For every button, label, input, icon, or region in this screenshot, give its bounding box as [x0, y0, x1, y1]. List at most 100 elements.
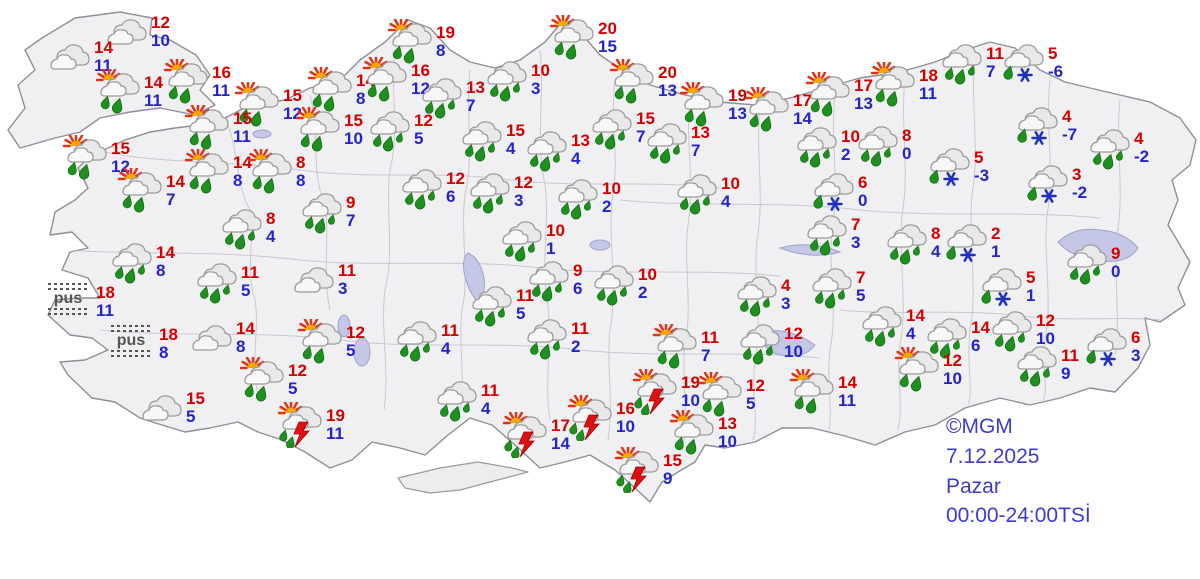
cloud-rain-icon	[862, 306, 902, 347]
low-temp: 4	[441, 339, 451, 358]
weather-station: 20 15	[547, 15, 617, 61]
weather-station: 14 11	[43, 34, 113, 80]
high-temp: 14	[971, 317, 990, 337]
cloud-rain-icon	[197, 263, 237, 304]
low-temp: 8	[233, 171, 243, 190]
low-temp: 13	[728, 104, 747, 123]
cloud-rain-icon	[472, 286, 512, 327]
high-temp: 18	[159, 324, 178, 344]
high-temp: 11	[571, 318, 589, 338]
station-temps: 16 12	[411, 61, 430, 99]
low-temp: 9	[1061, 364, 1071, 383]
cloud-rain-icon	[797, 127, 837, 168]
high-temp: 12	[746, 375, 765, 395]
low-temp: 3	[1131, 346, 1141, 365]
high-temp: 7	[851, 214, 861, 234]
weather-station: 15 11	[182, 105, 252, 151]
station-temps: 4 -2	[1134, 129, 1149, 167]
weather-station: 11 7	[650, 324, 719, 370]
low-temp: 5	[856, 286, 866, 305]
weather-station: 12 6	[395, 165, 465, 211]
rain-snow-icon	[1003, 44, 1044, 82]
weather-station: 15 10	[293, 107, 363, 153]
sun-thunder-icon	[614, 447, 659, 493]
low-temp: 4	[266, 227, 276, 246]
cloud-rain-icon	[222, 209, 262, 250]
high-temp: 13	[718, 413, 737, 433]
cloud-rain-icon	[942, 44, 982, 85]
weather-station: 11 9	[1010, 342, 1079, 388]
low-temp: 13	[658, 81, 677, 100]
high-temp: 15	[111, 138, 130, 158]
high-temp: 15	[636, 108, 655, 128]
low-temp: 8	[156, 261, 166, 280]
weather-station: 17 13	[803, 72, 873, 118]
high-temp: 12	[943, 350, 962, 370]
weather-station: 11 7	[935, 40, 1004, 86]
station-temps: 17 13	[854, 76, 873, 114]
weather-station: 13 10	[667, 410, 737, 456]
low-temp: 2	[571, 337, 581, 356]
station-temps: 12 5	[746, 375, 765, 414]
cloud-rain-icon	[397, 321, 437, 362]
sun-rain-icon	[117, 168, 162, 213]
sun-rain-icon	[62, 135, 107, 180]
weather-station: 20 13	[607, 59, 677, 105]
station-temps: 18 11	[96, 283, 115, 321]
low-temp: 11	[838, 391, 856, 410]
weather-station: 17 14	[742, 87, 812, 133]
low-temp: 0	[902, 144, 912, 163]
rain-snow-icon	[981, 268, 1022, 306]
station-temps: 10 2	[638, 265, 657, 303]
low-temp: 1	[546, 239, 556, 258]
low-temp: 7	[166, 190, 176, 209]
weather-station: 15 5	[135, 385, 205, 431]
weather-station: 15 12	[232, 82, 302, 128]
low-temp: 8	[356, 89, 366, 108]
weather-station: 19 11	[275, 402, 345, 448]
sun-rain-icon	[234, 82, 279, 127]
lake-egirdir	[337, 314, 351, 338]
weather-station: 17 14	[500, 412, 570, 458]
weather-station: 12 10	[733, 320, 803, 366]
cloud-rain-icon	[740, 324, 780, 365]
cloud-rain-icon	[462, 121, 502, 162]
low-temp: 6	[446, 187, 456, 206]
weather-station: 16 10	[565, 395, 635, 441]
cloudy-icon	[107, 19, 147, 45]
high-temp: 12	[514, 172, 533, 192]
station-temps: 11 5	[516, 286, 534, 324]
low-temp: 13	[854, 94, 873, 113]
station-temps: 11 3	[338, 261, 356, 299]
sun-rain-icon	[652, 324, 697, 369]
low-temp: 14	[793, 109, 812, 128]
low-temp: 8	[296, 171, 306, 190]
high-temp: 12	[784, 323, 803, 343]
cloud-rain-icon	[470, 173, 510, 214]
station-temps: 15 10	[344, 111, 363, 149]
weather-station: 13 4	[520, 127, 590, 173]
weather-station: pus 18 11	[45, 279, 115, 325]
low-temp: 5	[414, 129, 424, 148]
low-temp: 3	[338, 279, 348, 298]
weather-station: 19 10	[630, 369, 700, 415]
station-temps: 10 4	[721, 174, 740, 212]
weather-station: 14 4	[855, 302, 925, 348]
station-temps: 19 10	[681, 373, 700, 411]
high-temp: 8	[266, 208, 276, 228]
lake-iznik	[252, 129, 272, 139]
low-temp: 11	[919, 84, 937, 103]
high-temp: 15	[186, 388, 205, 408]
station-temps: 3 -2	[1072, 165, 1087, 203]
rain-snow-icon	[813, 173, 854, 211]
station-temps: 14 11	[94, 38, 113, 76]
svg-text:pus: pus	[117, 332, 146, 349]
high-temp: 19	[326, 405, 345, 425]
weather-station: 13 7	[640, 119, 710, 165]
